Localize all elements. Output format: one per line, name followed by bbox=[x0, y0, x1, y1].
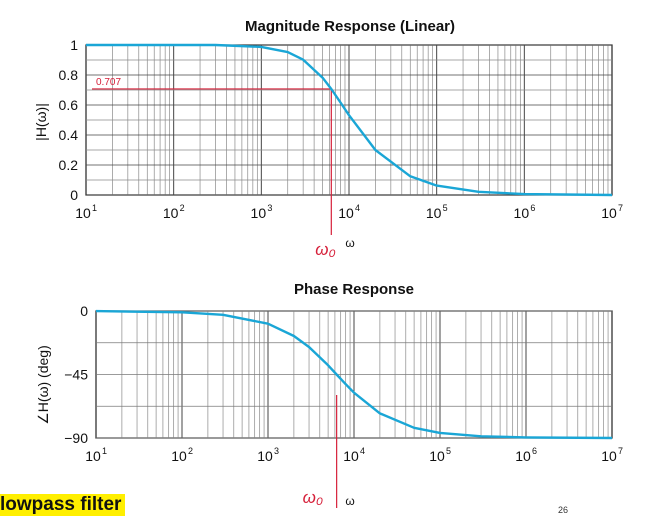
phase-y-axis-label: ∠H(ω) (deg) bbox=[35, 345, 51, 425]
phase-grid bbox=[95, 310, 613, 439]
phase-response-curve bbox=[95, 309, 613, 440]
magnitude-x-tick-label: 10 bbox=[426, 205, 442, 221]
magnitude-chart-title: Magnitude Response (Linear) bbox=[245, 18, 455, 35]
phase-x-tick-exponent: 5 bbox=[446, 446, 451, 456]
magnitude-response-curve bbox=[86, 43, 613, 197]
magnitude-annotations: 0.707 ω₀ bbox=[92, 77, 336, 259]
page-number: 26 bbox=[558, 505, 569, 515]
lowpass-filter-highlight: lowpass filter bbox=[0, 494, 126, 516]
magnitude-x-tick-label: 10 bbox=[338, 205, 354, 221]
magnitude-y-tick-label: 0.8 bbox=[59, 67, 79, 83]
magnitude-grid bbox=[85, 44, 613, 196]
phase-chart-title: Phase Response bbox=[294, 281, 414, 298]
magnitude-x-tick-exponent: 5 bbox=[443, 203, 448, 213]
phase-annotations: ω₀ bbox=[303, 395, 338, 508]
phase-x-tick-label: 10 bbox=[429, 448, 445, 464]
magnitude-x-tick-exponent: 4 bbox=[355, 203, 360, 213]
phase-x-tick-label: 10 bbox=[601, 448, 617, 464]
phase-x-tick-exponent: 3 bbox=[274, 446, 279, 456]
level-0707-label: 0.707 bbox=[96, 77, 121, 88]
magnitude-x-tick-exponent: 6 bbox=[530, 203, 535, 213]
phase-y-tick-label: −45 bbox=[64, 367, 88, 383]
phase-x-tick-label: 10 bbox=[515, 448, 531, 464]
magnitude-y-tick-label: 0.2 bbox=[59, 157, 79, 173]
magnitude-y-tick-label: 0 bbox=[70, 187, 78, 203]
phase-x-axis-label: ω bbox=[345, 494, 354, 508]
magnitude-x-tick-label: 10 bbox=[75, 205, 91, 221]
phase-x-tick-label: 10 bbox=[343, 448, 359, 464]
phase-x-tick-label: 10 bbox=[171, 448, 187, 464]
magnitude-x-tick-label: 10 bbox=[163, 205, 179, 221]
phase-x-tick-exponent: 2 bbox=[188, 446, 193, 456]
magnitude-x-tick-exponent: 3 bbox=[267, 203, 272, 213]
phase-x-tick-label: 10 bbox=[257, 448, 273, 464]
phase-y-tick-label: 0 bbox=[80, 303, 88, 319]
magnitude-x-tick-label: 10 bbox=[251, 205, 267, 221]
phase-x-tick-label: 10 bbox=[85, 448, 101, 464]
phase-y-tick-label: −90 bbox=[64, 430, 88, 446]
magnitude-y-tick-label: 0.6 bbox=[59, 97, 79, 113]
phase-x-tick-exponent: 4 bbox=[360, 446, 365, 456]
phase-series bbox=[95, 309, 613, 440]
magnitude-x-tick-exponent: 1 bbox=[92, 203, 97, 213]
magnitude-chart: Magnitude Response (Linear) |H(ω)| ω 0 0.… bbox=[33, 18, 623, 259]
magnitude-series bbox=[86, 43, 613, 197]
magnitude-x-tick-exponent: 7 bbox=[618, 203, 623, 213]
magnitude-x-tick-label: 10 bbox=[601, 205, 617, 221]
magnitude-x-tick-exponent: 2 bbox=[180, 203, 185, 213]
magnitude-y-tick-label: 0.4 bbox=[59, 127, 79, 143]
omega0-label: ω₀ bbox=[315, 240, 335, 259]
phase-x-tick-exponent: 1 bbox=[102, 446, 107, 456]
phase-x-tick-exponent: 6 bbox=[532, 446, 537, 456]
magnitude-x-axis-label: ω bbox=[345, 236, 354, 250]
phase-x-tick-exponent: 7 bbox=[618, 446, 623, 456]
magnitude-y-tick-label: 1 bbox=[70, 37, 78, 53]
omega0-label: ω₀ bbox=[303, 488, 323, 507]
magnitude-y-axis-label: |H(ω)| bbox=[33, 103, 49, 141]
magnitude-x-tick-label: 10 bbox=[514, 205, 530, 221]
